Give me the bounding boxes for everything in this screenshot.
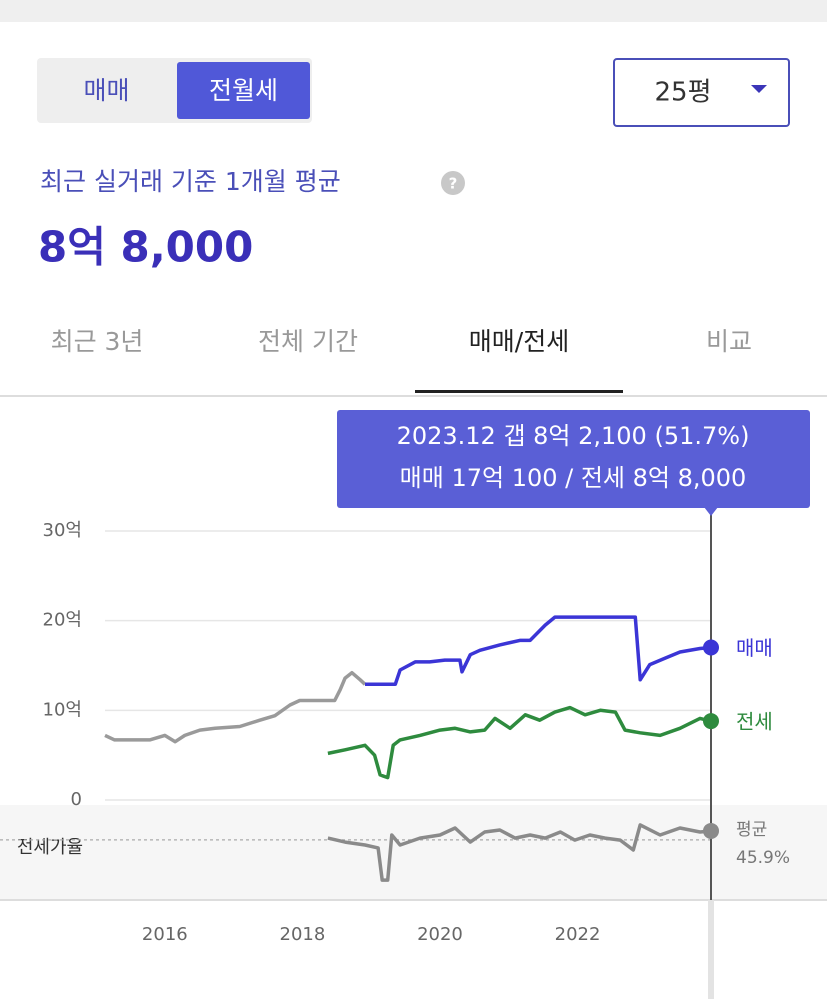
x-tick-label: 2022	[555, 924, 601, 945]
tooltip-line: 2023.12 갭 8억 2,100 (51.7%)	[397, 422, 750, 450]
help-icon-glyph[interactable]: ?	[449, 175, 458, 193]
ratio-end-dot	[703, 822, 719, 839]
toggle-option[interactable]: 매매	[83, 76, 129, 105]
series-line	[104, 670, 367, 744]
dropdown-label[interactable]: 25평	[654, 78, 711, 108]
toggle-option[interactable]: 전월세	[209, 76, 278, 105]
tab[interactable]: 전체 기간	[258, 327, 358, 356]
end-dot	[703, 639, 719, 656]
top-bar	[0, 0, 827, 22]
summary-caption: 최근 실거래 기준 1개월 평균	[40, 167, 341, 196]
tab[interactable]: 비교	[706, 327, 752, 356]
tab[interactable]: 최근 3년	[51, 327, 144, 356]
help-icon[interactable]	[441, 171, 465, 195]
tab-underline	[415, 390, 623, 393]
y-tick-label: 0	[71, 789, 82, 810]
dropdown-arrow[interactable]	[751, 85, 767, 93]
x-tick-label: 2016	[142, 924, 188, 945]
ratio-panel	[0, 805, 827, 900]
summary-value: 8억 8,000	[38, 223, 253, 272]
x-tick-label: 2018	[280, 924, 326, 945]
series-label: 매매	[736, 636, 773, 660]
ratio-line	[327, 823, 712, 882]
tooltip-pointer	[704, 507, 718, 516]
tooltip-line: 매매 17억 100 / 전세 8억 8,000	[400, 464, 747, 492]
series-line	[365, 615, 712, 687]
tooltip	[337, 410, 810, 508]
series-line	[327, 705, 712, 780]
y-tick-label: 20억	[43, 610, 82, 631]
average-value: 45.9%	[736, 848, 790, 868]
y-tick-label: 30억	[43, 520, 82, 541]
x-tick-label: 2020	[417, 924, 463, 945]
tab[interactable]: 매매/전세	[469, 327, 569, 356]
ratio-label: 전세가율	[17, 837, 83, 858]
toggle-active[interactable]	[177, 62, 310, 119]
y-tick-label: 10억	[43, 699, 82, 720]
end-dot	[703, 713, 719, 730]
dropdown[interactable]	[613, 58, 790, 127]
average-name: 평균	[736, 820, 767, 840]
series-label: 전세	[736, 710, 773, 734]
